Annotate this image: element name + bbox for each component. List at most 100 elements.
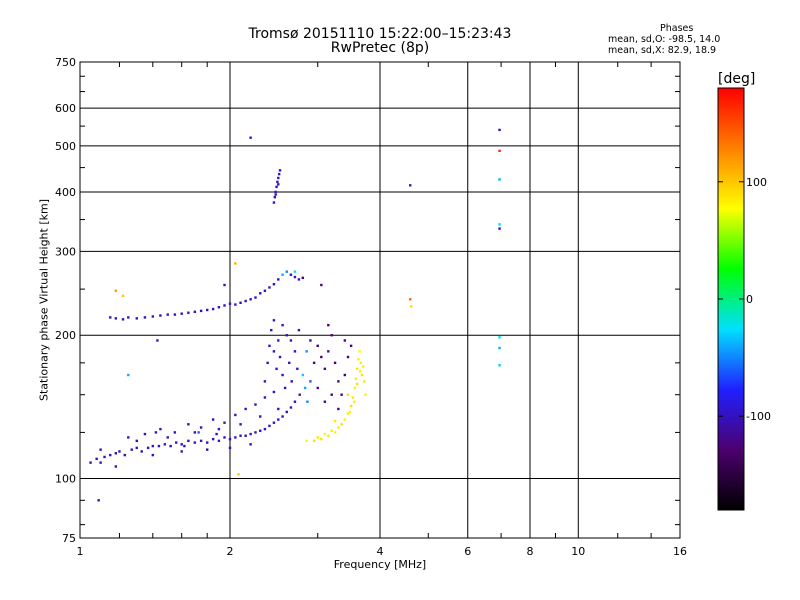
data-point xyxy=(228,437,232,441)
data-point xyxy=(217,439,221,443)
data-point xyxy=(173,313,177,316)
data-point xyxy=(320,355,323,359)
data-point xyxy=(159,427,162,431)
data-point xyxy=(193,441,197,444)
data-point xyxy=(277,418,280,421)
data-point xyxy=(114,465,118,468)
data-point xyxy=(316,344,319,348)
data-point xyxy=(498,223,501,226)
data-point xyxy=(89,461,92,464)
data-point xyxy=(288,361,291,365)
colorbar-tick-label: 100 xyxy=(746,176,767,189)
x-tick-label: 1 xyxy=(77,545,84,558)
data-point xyxy=(259,292,262,295)
data-point xyxy=(180,450,183,453)
phase-stats-o-line: mean, sd,O: -98.5, 14.0 xyxy=(608,34,721,45)
phase-stats-title: Phases xyxy=(660,23,694,34)
data-point xyxy=(312,361,316,365)
x-tick-label: 2 xyxy=(227,545,234,558)
data-point xyxy=(359,361,362,365)
data-point xyxy=(293,400,297,403)
data-point xyxy=(244,434,247,437)
data-point xyxy=(293,270,297,273)
colorbar-tick-label: -100 xyxy=(746,410,771,423)
data-point xyxy=(349,344,353,348)
data-point xyxy=(281,415,284,418)
chart-subtitle: RwPretec (8p) xyxy=(330,40,430,56)
x-tick-label: 16 xyxy=(673,545,687,558)
data-point xyxy=(103,455,106,459)
data-point xyxy=(249,432,252,436)
data-point xyxy=(205,308,209,312)
data-point xyxy=(263,396,267,399)
x-tick-label: 8 xyxy=(527,545,534,558)
data-point xyxy=(266,361,269,365)
grid xyxy=(80,62,680,538)
data-point xyxy=(254,431,257,434)
data-point xyxy=(346,412,350,415)
y-tick-label: 750 xyxy=(55,56,76,69)
data-point xyxy=(358,370,362,373)
data-point xyxy=(333,419,337,423)
data-point xyxy=(275,367,278,371)
data-point xyxy=(140,450,143,453)
data-point xyxy=(114,317,118,320)
data-point xyxy=(276,180,279,184)
x-tick-label: 6 xyxy=(464,545,471,558)
data-point xyxy=(323,367,327,371)
data-point xyxy=(211,437,215,441)
data-point xyxy=(278,355,282,359)
data-point xyxy=(249,443,252,446)
data-point xyxy=(135,317,138,320)
data-point xyxy=(211,418,215,421)
data-point xyxy=(130,448,133,451)
data-point xyxy=(277,176,280,180)
y-tick-label: 200 xyxy=(55,329,76,342)
data-point xyxy=(361,365,365,368)
colorbar: 100 0 -100 xyxy=(717,87,771,511)
data-point xyxy=(217,427,221,431)
data-point xyxy=(173,431,177,434)
phase-stats-x-line: mean, sd,X: 82.9, 18.9 xyxy=(608,45,717,56)
data-point xyxy=(277,172,281,176)
data-point xyxy=(498,149,501,153)
data-point xyxy=(187,439,190,443)
y-tick-label: 500 xyxy=(55,140,76,153)
data-point xyxy=(277,278,280,281)
y-tick-label: 300 xyxy=(55,245,76,258)
data-point xyxy=(268,424,271,428)
data-point xyxy=(360,373,364,377)
data-point xyxy=(215,432,218,436)
data-point xyxy=(333,431,337,434)
x-tick-label: 10 xyxy=(571,545,585,558)
data-point xyxy=(163,443,167,446)
data-point xyxy=(234,413,237,417)
data-point xyxy=(323,432,327,436)
data-point xyxy=(330,429,333,432)
y-tick-label: 100 xyxy=(55,473,76,486)
data-point xyxy=(301,373,305,377)
data-point xyxy=(268,286,271,289)
data-point xyxy=(355,367,359,371)
data-point xyxy=(281,373,284,377)
data-points xyxy=(89,128,501,502)
data-point xyxy=(357,358,360,361)
data-point xyxy=(333,361,337,365)
data-point xyxy=(135,439,138,443)
data-point xyxy=(340,393,343,396)
data-point xyxy=(296,367,299,371)
y-tick-label: 600 xyxy=(55,102,76,115)
data-point xyxy=(127,316,130,319)
data-point xyxy=(244,299,247,303)
data-point xyxy=(272,319,276,322)
data-point xyxy=(340,423,343,426)
colorbar-unit-label: [deg] xyxy=(718,71,756,87)
data-point xyxy=(283,386,287,390)
data-point xyxy=(180,312,183,315)
data-point xyxy=(297,278,301,281)
data-point xyxy=(95,457,98,461)
data-point xyxy=(343,418,347,421)
data-point xyxy=(118,450,121,453)
data-point xyxy=(239,423,242,426)
data-point xyxy=(263,380,267,383)
